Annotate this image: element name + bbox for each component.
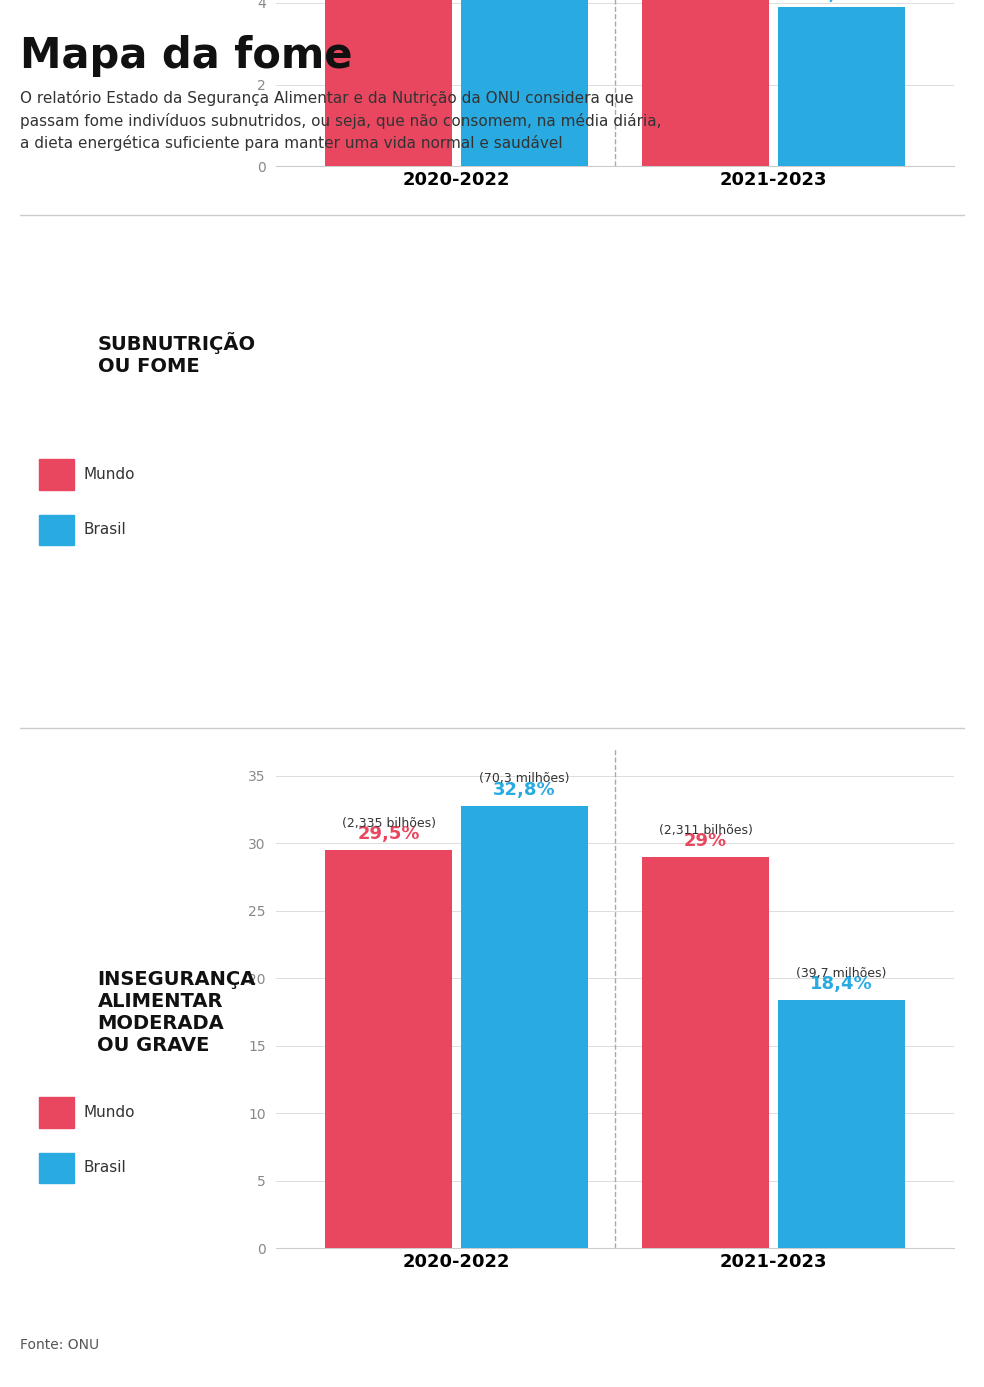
Text: INSEGURANÇA
ALIMENTAR
MODERADA
OU GRAVE: INSEGURANÇA ALIMENTAR MODERADA OU GRAVE xyxy=(97,970,256,1056)
Text: SUBNUTRIÇÃO
OU FOME: SUBNUTRIÇÃO OU FOME xyxy=(97,331,256,376)
Bar xyxy=(643,857,769,1248)
Bar xyxy=(643,0,769,166)
Text: Brasil: Brasil xyxy=(84,523,126,537)
Bar xyxy=(778,1000,904,1248)
Text: 29,5%: 29,5% xyxy=(357,825,420,843)
Text: (70,3 milhões): (70,3 milhões) xyxy=(479,773,570,785)
Text: Mundo: Mundo xyxy=(84,1105,135,1119)
Bar xyxy=(461,0,587,166)
Bar xyxy=(461,806,587,1248)
Text: 3,9%: 3,9% xyxy=(817,0,866,3)
Bar xyxy=(326,850,452,1248)
Text: (2,311 bilhões): (2,311 bilhões) xyxy=(658,824,753,836)
Text: 32,8%: 32,8% xyxy=(493,781,556,799)
Text: (39,7 milhões): (39,7 milhões) xyxy=(796,967,887,979)
Text: O relatório Estado da Segurança Alimentar e da Nutrição da ONU considera que
pas: O relatório Estado da Segurança Alimenta… xyxy=(20,90,661,151)
Text: Fonte: ONU: Fonte: ONU xyxy=(20,1338,98,1352)
Text: 18,4%: 18,4% xyxy=(810,975,873,993)
Bar xyxy=(778,7,904,166)
Bar xyxy=(326,0,452,166)
Text: Mapa da fome: Mapa da fome xyxy=(20,35,352,76)
Text: Mundo: Mundo xyxy=(84,467,135,481)
Text: Brasil: Brasil xyxy=(84,1161,126,1175)
Text: 29%: 29% xyxy=(684,832,727,850)
Text: (2,335 bilhões): (2,335 bilhões) xyxy=(341,817,436,829)
